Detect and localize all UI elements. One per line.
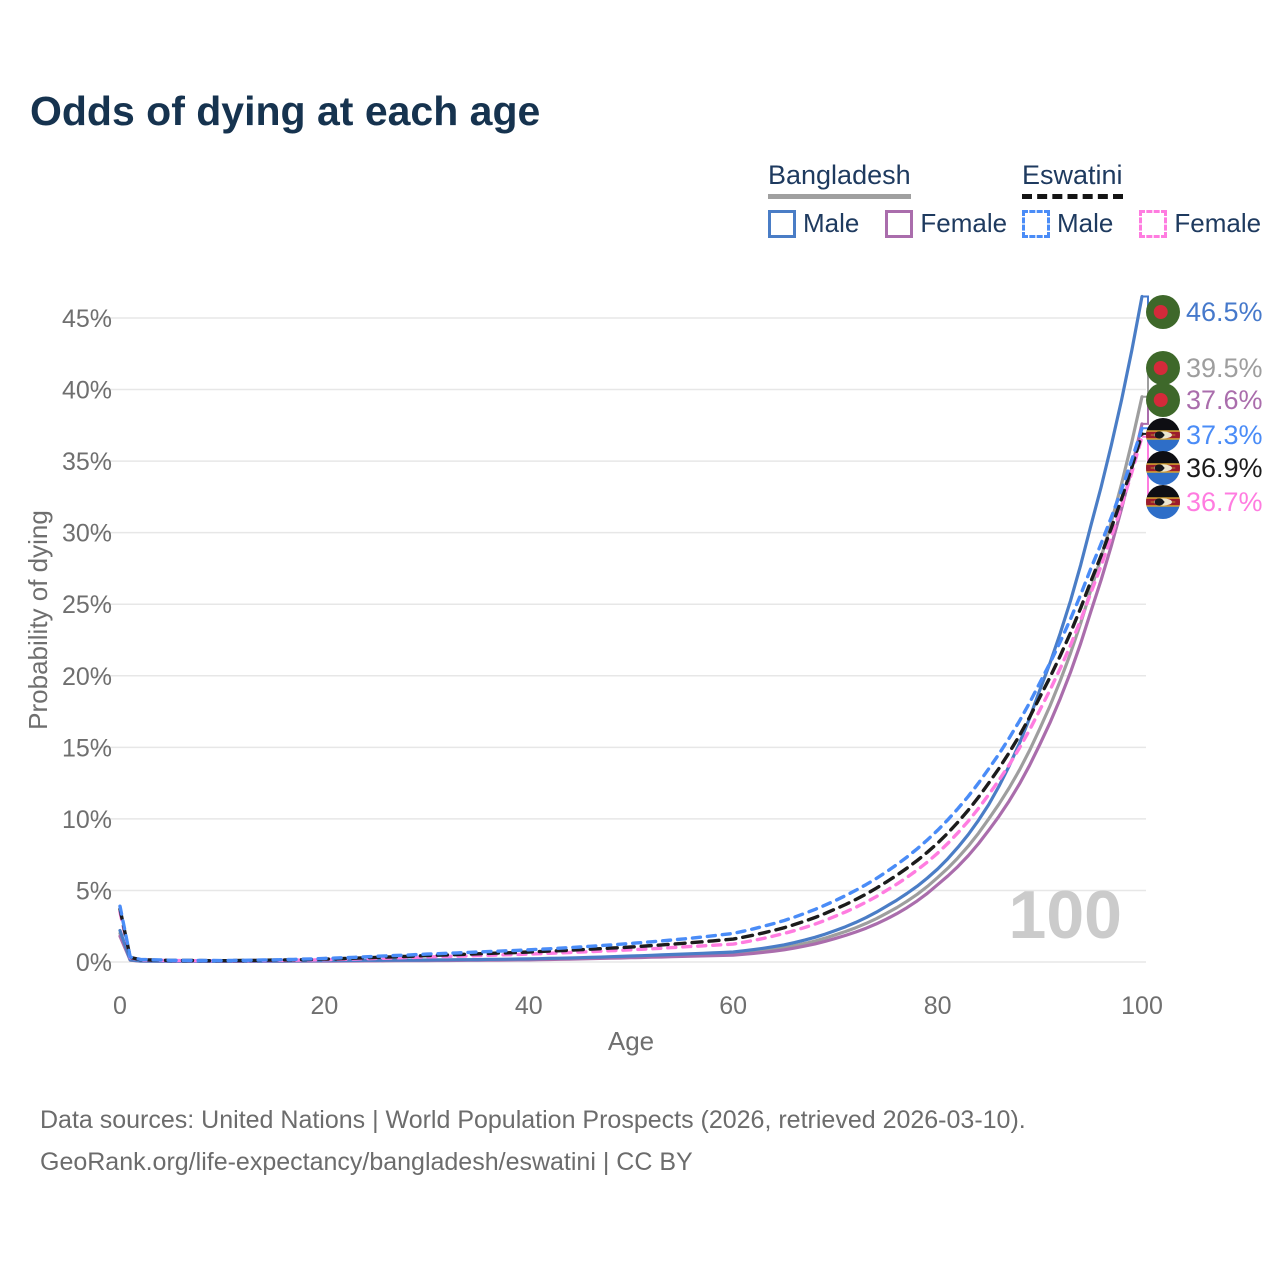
x-tick-label: 100 xyxy=(1121,992,1163,1020)
series-end-label-bangladesh-male: 46.5% xyxy=(1146,295,1263,329)
legend-item-label: Female xyxy=(920,208,1008,238)
series-end-label-bangladesh-female: 37.6% xyxy=(1146,383,1263,417)
eswatini-male-swatch-icon xyxy=(1022,209,1050,238)
legend-item-bangladesh-male[interactable]: Male xyxy=(768,208,859,239)
x-tick-label: 80 xyxy=(924,992,952,1020)
legend-group-eswatini: Eswatini Male Female xyxy=(1022,160,1261,239)
bangladesh-male-swatch-icon xyxy=(768,209,796,238)
y-tick-label: 30% xyxy=(62,520,112,548)
series-line-bangladesh-male xyxy=(118,294,1144,963)
data-sources-text: Data sources: United Nations | World Pop… xyxy=(40,1106,1026,1134)
end-value-label: 37.6% xyxy=(1186,385,1263,415)
series-end-label-bangladesh-both: 39.5% xyxy=(1146,351,1263,385)
y-tick-label: 45% xyxy=(62,305,112,333)
series-end-label-eswatini-female: 36.7% xyxy=(1146,485,1263,519)
legend-item-eswatini-male[interactable]: Male xyxy=(1022,208,1113,239)
legend-header-eswatini[interactable]: Eswatini xyxy=(1022,160,1123,199)
end-value-label: 39.5% xyxy=(1186,353,1263,383)
legend-header-bangladesh[interactable]: Bangladesh xyxy=(768,160,911,199)
legend-group-bangladesh: Bangladesh Male Female xyxy=(768,160,1007,239)
y-tick-label: 40% xyxy=(62,377,112,405)
legend-item-bangladesh-female[interactable]: Female xyxy=(885,208,1007,239)
y-axis-title: Probability of dying xyxy=(23,510,53,730)
eswatini-flag-icon xyxy=(1146,418,1180,452)
end-value-label: 46.5% xyxy=(1186,297,1263,327)
bangladesh-flag-icon xyxy=(1146,295,1180,329)
legend-item-label: Female xyxy=(1174,208,1262,238)
series-line-eswatini-both xyxy=(118,432,1144,963)
end-value-label: 36.9% xyxy=(1186,453,1263,483)
bangladesh-female-swatch-icon xyxy=(885,209,914,238)
y-tick-label: 0% xyxy=(76,949,112,977)
x-tick-label: 60 xyxy=(719,992,747,1020)
y-tick-label: 5% xyxy=(76,877,112,905)
y-tick-label: 10% xyxy=(62,806,112,834)
eswatini-flag-icon xyxy=(1146,451,1180,485)
hover-age-watermark: 100 xyxy=(1009,877,1122,953)
series-line-bangladesh-both xyxy=(118,395,1144,963)
end-value-label: 37.3% xyxy=(1186,420,1263,450)
end-value-label: 36.7% xyxy=(1186,487,1263,517)
eswatini-female-swatch-icon xyxy=(1139,209,1168,238)
attribution-text: GeoRank.org/life-expectancy/bangladesh/e… xyxy=(40,1148,693,1176)
y-tick-label: 20% xyxy=(62,663,112,691)
series-end-label-eswatini-male: 37.3% xyxy=(1146,418,1263,452)
y-tick-label: 15% xyxy=(62,734,112,762)
x-tick-label: 40 xyxy=(515,992,543,1020)
bangladesh-flag-icon xyxy=(1146,383,1180,417)
series-end-label-eswatini-both: 36.9% xyxy=(1146,451,1263,485)
bangladesh-flag-icon xyxy=(1146,351,1180,385)
x-tick-label: 0 xyxy=(113,992,127,1020)
series-line-bangladesh-female xyxy=(118,422,1144,963)
legend-item-eswatini-female[interactable]: Female xyxy=(1139,208,1261,239)
legend-item-label: Male xyxy=(803,208,860,238)
legend-item-label: Male xyxy=(1057,208,1114,238)
eswatini-flag-icon xyxy=(1146,485,1180,519)
page-title: Odds of dying at each age xyxy=(30,88,541,134)
x-axis-title: Age xyxy=(608,1026,654,1056)
x-tick-label: 20 xyxy=(310,992,338,1020)
series-line-eswatini-female xyxy=(118,435,1144,963)
y-tick-label: 25% xyxy=(62,591,112,619)
y-tick-label: 35% xyxy=(62,448,112,476)
series-line-eswatini-male xyxy=(118,426,1144,963)
